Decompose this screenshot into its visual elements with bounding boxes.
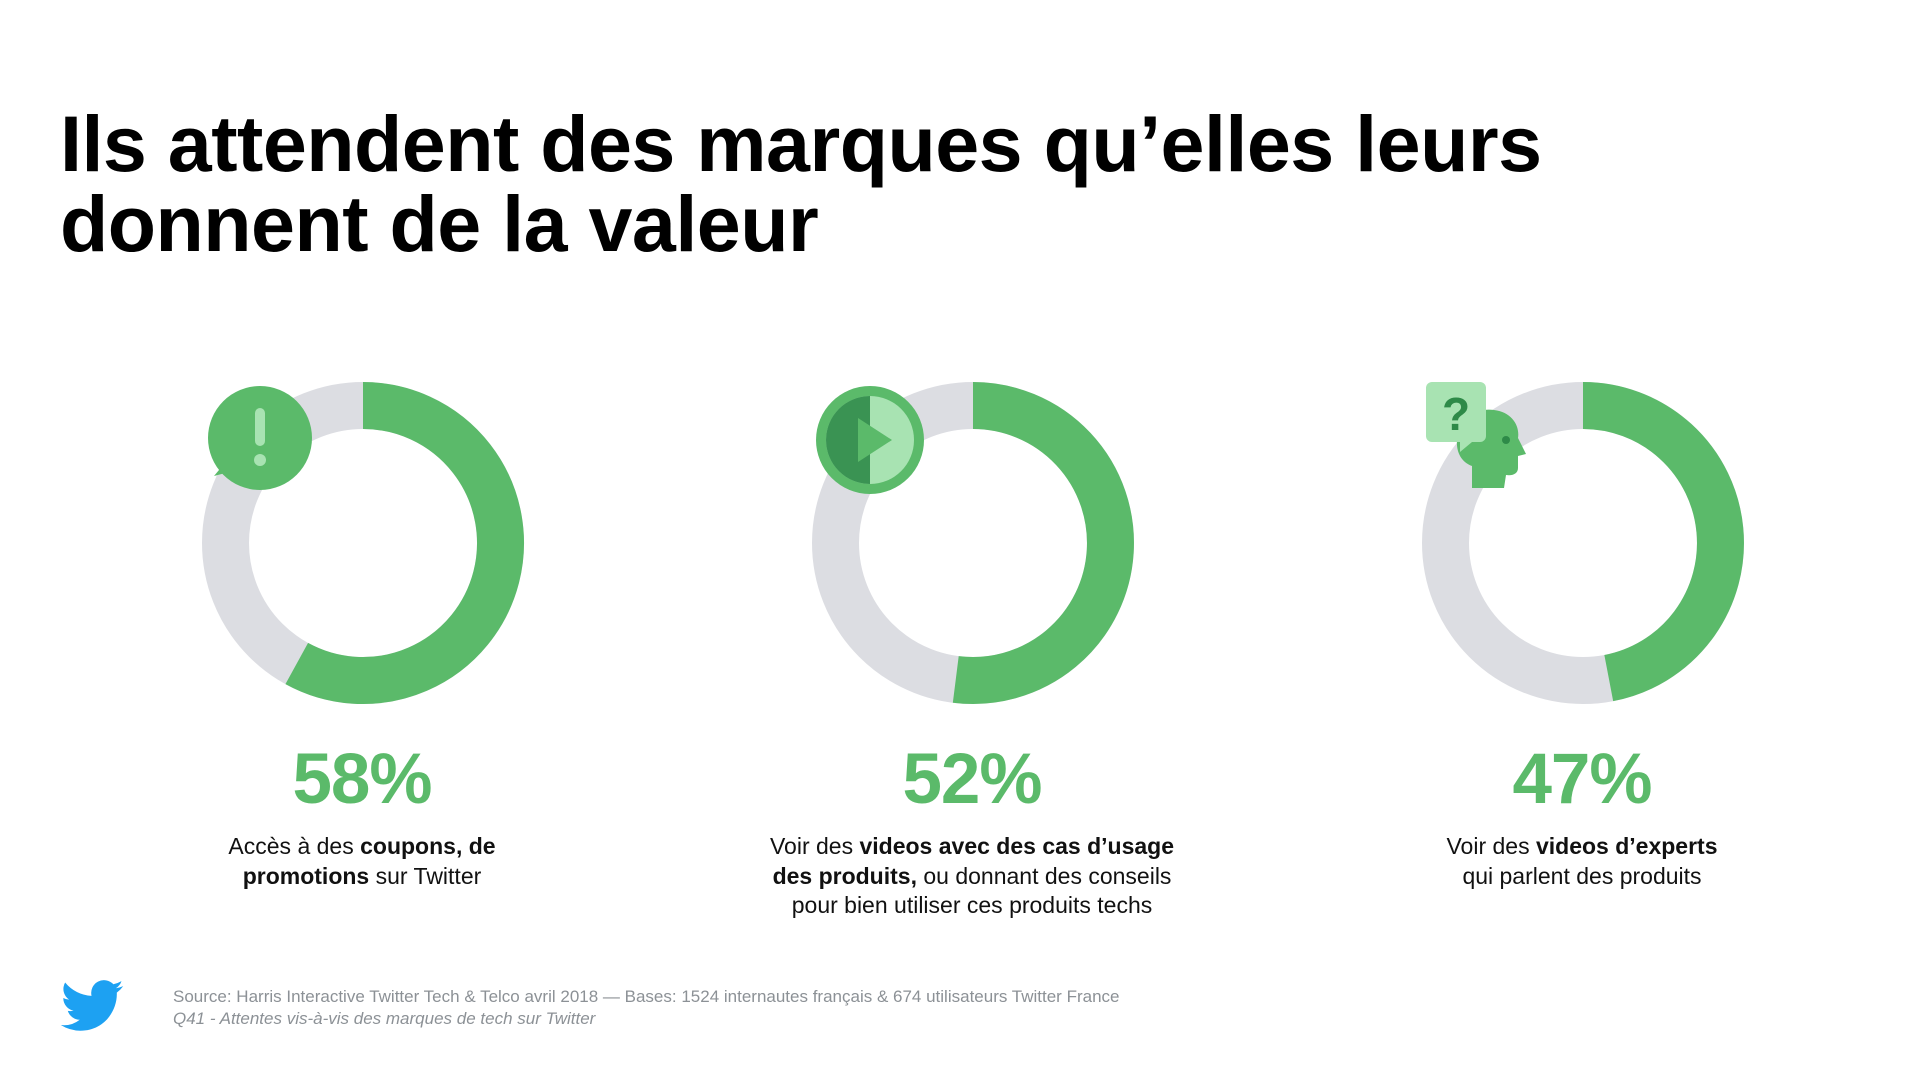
source-footnote: Source: Harris Interactive Twitter Tech … [173,986,1119,1030]
description-bold-text: promotions [242,862,370,889]
description-text: sur Twitter [369,862,482,889]
donut-value-arc [1582,382,1744,702]
description-text: pour bien utiliser ces produits techs [791,892,1153,918]
source-line: Source: Harris Interactive Twitter Tech … [173,987,1120,1006]
description-line: Voir des videos avec des cas d’usage [692,832,1252,862]
description-bold-text: des produits, [772,862,917,889]
donut-svg [1422,382,1744,704]
percentage-value: 47% [1512,740,1652,819]
stat-description: Accès à des coupons, de promotions sur Tw… [82,832,642,891]
donut-chart: ? [1420,380,1746,706]
donut-chart [810,380,1136,706]
page-title: Ils attendent des marques qu’elles leurs… [60,104,1760,264]
question-line: Q41 - Attentes vis-à-vis des marques de … [173,1009,596,1028]
page-title-line-1: Ils attendent des marques qu’elles leurs [60,99,1542,188]
description-text: Accès à des [228,833,361,859]
expert-question-head-icon: ? [1426,382,1526,488]
description-bold-text: coupons, de [360,833,496,859]
description-text: qui parlent des produits [1462,862,1702,889]
description-line: promotions sur Twitter [82,862,642,892]
description-text: Voir des [1446,833,1536,859]
donut-charts: 58% Accès à des coupons, de promotions sur… [0,380,1920,940]
description-line: Accès à des coupons, de [82,832,642,862]
stat-description: Voir des videos d’experts qui parlent des… [1302,832,1862,891]
donut-svg [202,382,524,704]
description-line: Voir des videos d’experts [1302,832,1862,862]
description-bold-text: videos d’experts [1535,833,1718,859]
play-button-icon [816,386,924,494]
page-title-line-2: donnent de la valeur [60,179,819,268]
donut-svg [812,382,1134,704]
description-bold-text: videos avec des cas d’usage [859,833,1174,859]
svg-text:?: ? [1442,388,1470,440]
alert-speech-bubble-icon [208,386,312,490]
percentage-value: 52% [902,740,1042,819]
description-line: des produits, ou donnant des conseils [692,862,1252,892]
stat-description: Voir des videos avec des cas d’usage des … [692,832,1252,921]
description-text: ou donnant des conseils [916,862,1172,889]
description-line: qui parlent des produits [1302,862,1862,892]
donut-value-arc [952,382,1134,704]
description-text: Voir des [769,833,860,859]
donut-value-arc [285,382,524,704]
description-line: pour bien utiliser ces produits techs [692,891,1252,921]
donut-chart [200,380,526,706]
twitter-bird-icon [60,980,124,1031]
percentage-value: 58% [292,740,432,819]
